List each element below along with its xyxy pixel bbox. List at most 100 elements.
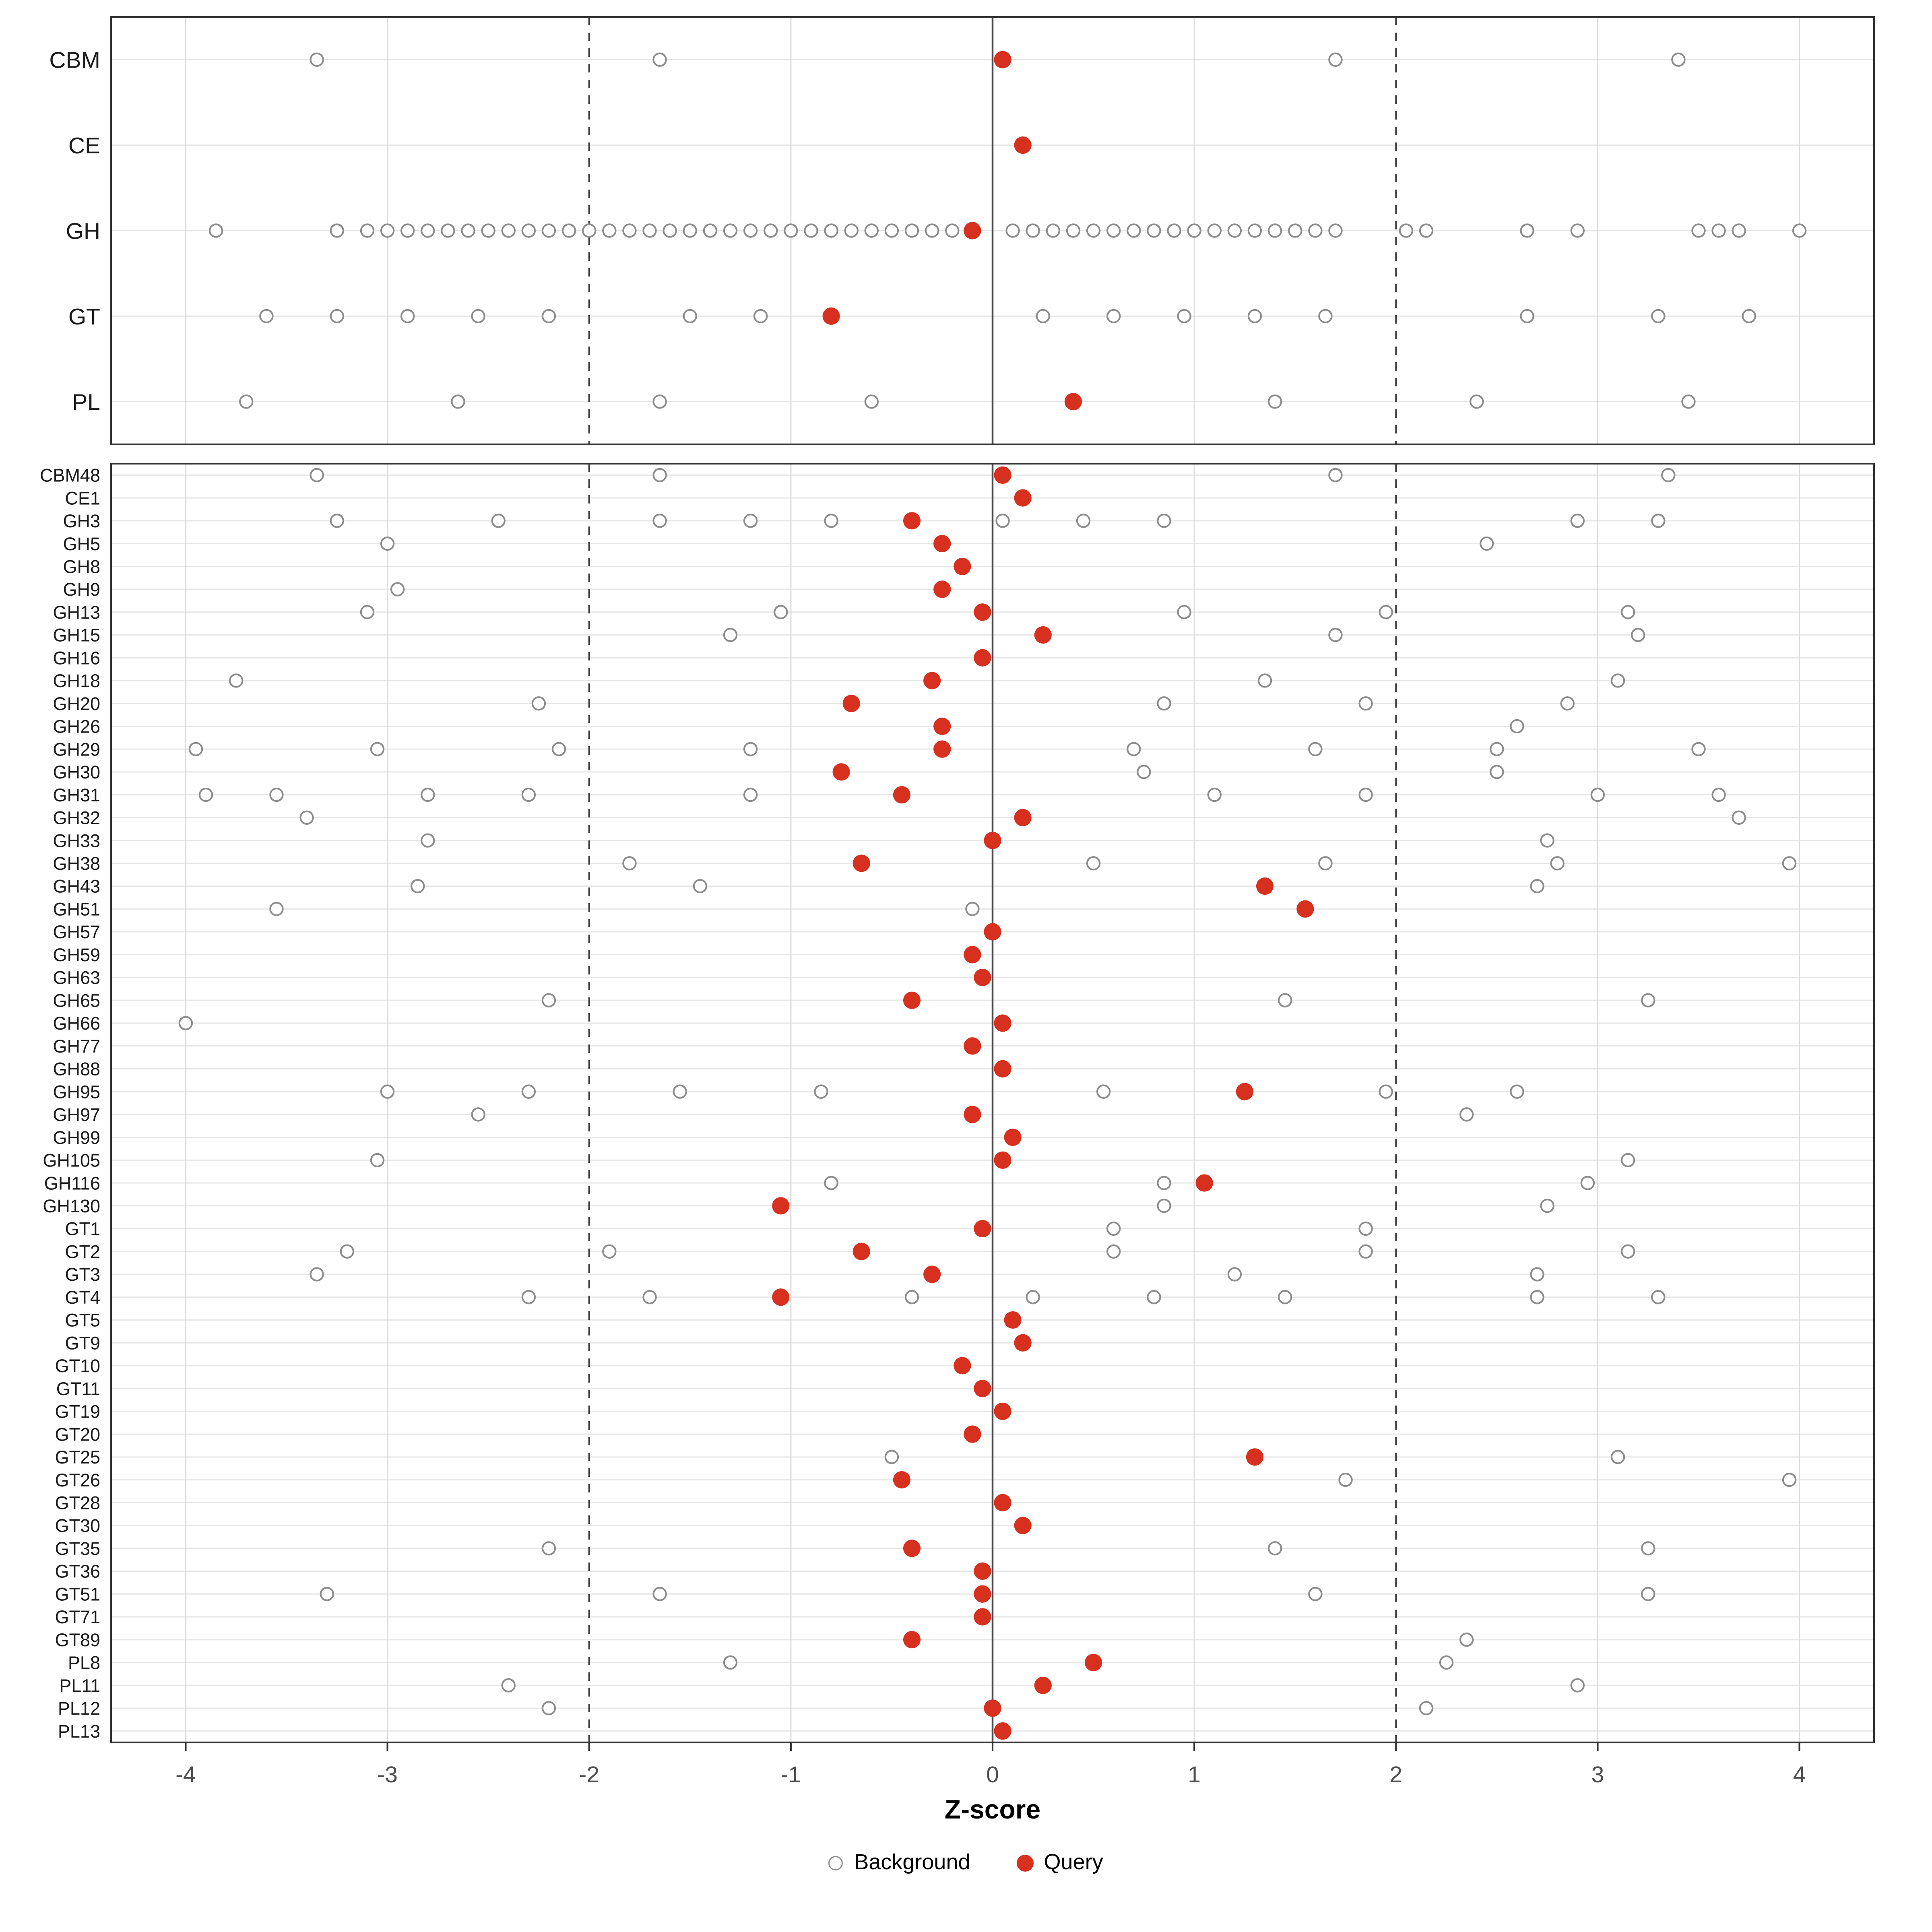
background-point — [743, 514, 758, 528]
y-axis-label: GH8 — [63, 556, 100, 577]
y-axis-label: GT4 — [65, 1287, 100, 1308]
background-point — [1187, 223, 1201, 238]
background-point — [1540, 833, 1554, 848]
x-tick-label: 4 — [1793, 1762, 1806, 1788]
query-point — [964, 1425, 981, 1443]
query-point — [974, 1220, 991, 1238]
background-point — [299, 810, 314, 825]
background-point — [723, 627, 738, 642]
background-point — [239, 394, 254, 409]
background-point — [904, 1290, 919, 1305]
background-point — [1278, 1290, 1292, 1305]
background-point — [1288, 223, 1302, 238]
query-point — [1004, 1311, 1022, 1329]
x-tick-label: -4 — [175, 1762, 196, 1788]
background-point — [844, 223, 859, 238]
background-point — [1227, 223, 1242, 238]
query-point — [994, 1494, 1011, 1511]
query-point — [893, 1471, 911, 1489]
background-point — [804, 223, 818, 238]
legend-item-query: Query — [1016, 1850, 1103, 1875]
query-point — [903, 1540, 921, 1557]
background-point — [1247, 309, 1262, 324]
query-point — [822, 307, 840, 325]
y-axis-label: GH20 — [53, 694, 100, 714]
y-axis-label: GH65 — [53, 990, 100, 1011]
query-point — [1256, 877, 1274, 895]
y-axis-label: GT28 — [55, 1493, 100, 1513]
y-axis-label: GH26 — [53, 716, 100, 737]
background-point — [1480, 536, 1494, 551]
query-point — [984, 923, 1001, 941]
background-point — [380, 1084, 395, 1099]
y-axis-label: GH63 — [53, 968, 100, 988]
background-point — [1157, 1176, 1171, 1190]
y-axis-label: CBM48 — [40, 465, 100, 486]
query-point — [933, 717, 951, 735]
background-point — [642, 223, 657, 238]
background-point — [1641, 1587, 1655, 1601]
background-point — [1439, 1655, 1454, 1670]
query-point — [852, 1243, 870, 1260]
background-point — [541, 993, 556, 1007]
background-point — [1046, 223, 1061, 238]
x-tick-label: -1 — [781, 1762, 801, 1788]
background-point — [461, 223, 475, 238]
background-point — [1661, 468, 1676, 483]
background-point — [774, 605, 788, 619]
background-point — [451, 394, 465, 409]
background-point — [541, 223, 556, 238]
background-point — [1247, 223, 1262, 238]
background-point — [1157, 514, 1171, 528]
y-axis-label: GT — [68, 304, 100, 330]
y-axis-label: GH97 — [53, 1104, 100, 1125]
background-point — [1641, 993, 1655, 1007]
query-point — [1014, 809, 1032, 826]
background-point — [1732, 810, 1746, 825]
y-axis-label: GT20 — [55, 1424, 100, 1445]
background-point — [1177, 605, 1191, 619]
background-point — [1651, 1290, 1666, 1305]
background-point — [1580, 1176, 1595, 1190]
query-point — [923, 672, 941, 689]
background-point — [743, 742, 758, 756]
background-point — [1328, 52, 1343, 67]
y-axis-label: GH57 — [53, 922, 100, 942]
query-point — [964, 1106, 981, 1123]
query-point — [974, 1585, 991, 1603]
background-point — [471, 309, 485, 324]
query-point — [1014, 1334, 1032, 1352]
background-point — [360, 223, 375, 238]
query-point — [954, 1357, 971, 1375]
y-axis-label: CE — [68, 133, 100, 159]
background-point — [521, 1290, 536, 1305]
background-point — [310, 52, 324, 67]
background-point — [743, 223, 758, 238]
background-point — [1106, 1244, 1121, 1259]
background-point — [188, 742, 203, 756]
background-point — [400, 309, 415, 324]
background-point — [652, 52, 667, 67]
background-point — [541, 309, 556, 324]
background-point — [1308, 223, 1323, 238]
background-point — [743, 787, 758, 802]
background-point — [1358, 696, 1373, 711]
background-point — [1610, 673, 1625, 688]
query-point — [1246, 1448, 1264, 1466]
background-point — [178, 1016, 193, 1030]
background-point — [1147, 1290, 1161, 1305]
query-point — [923, 1265, 941, 1283]
query-point — [903, 1631, 921, 1649]
y-axis-label: GT30 — [55, 1515, 100, 1536]
background-point — [683, 223, 697, 238]
query-point — [1014, 136, 1032, 154]
background-point — [864, 223, 879, 238]
background-point — [1207, 787, 1222, 802]
background-point — [380, 536, 395, 551]
background-point — [541, 1541, 556, 1556]
background-point — [340, 1244, 355, 1259]
background-point — [1318, 856, 1333, 871]
y-axis-label: GH66 — [53, 1013, 100, 1034]
y-axis-label: GH130 — [43, 1196, 100, 1216]
background-point — [1620, 1244, 1635, 1259]
